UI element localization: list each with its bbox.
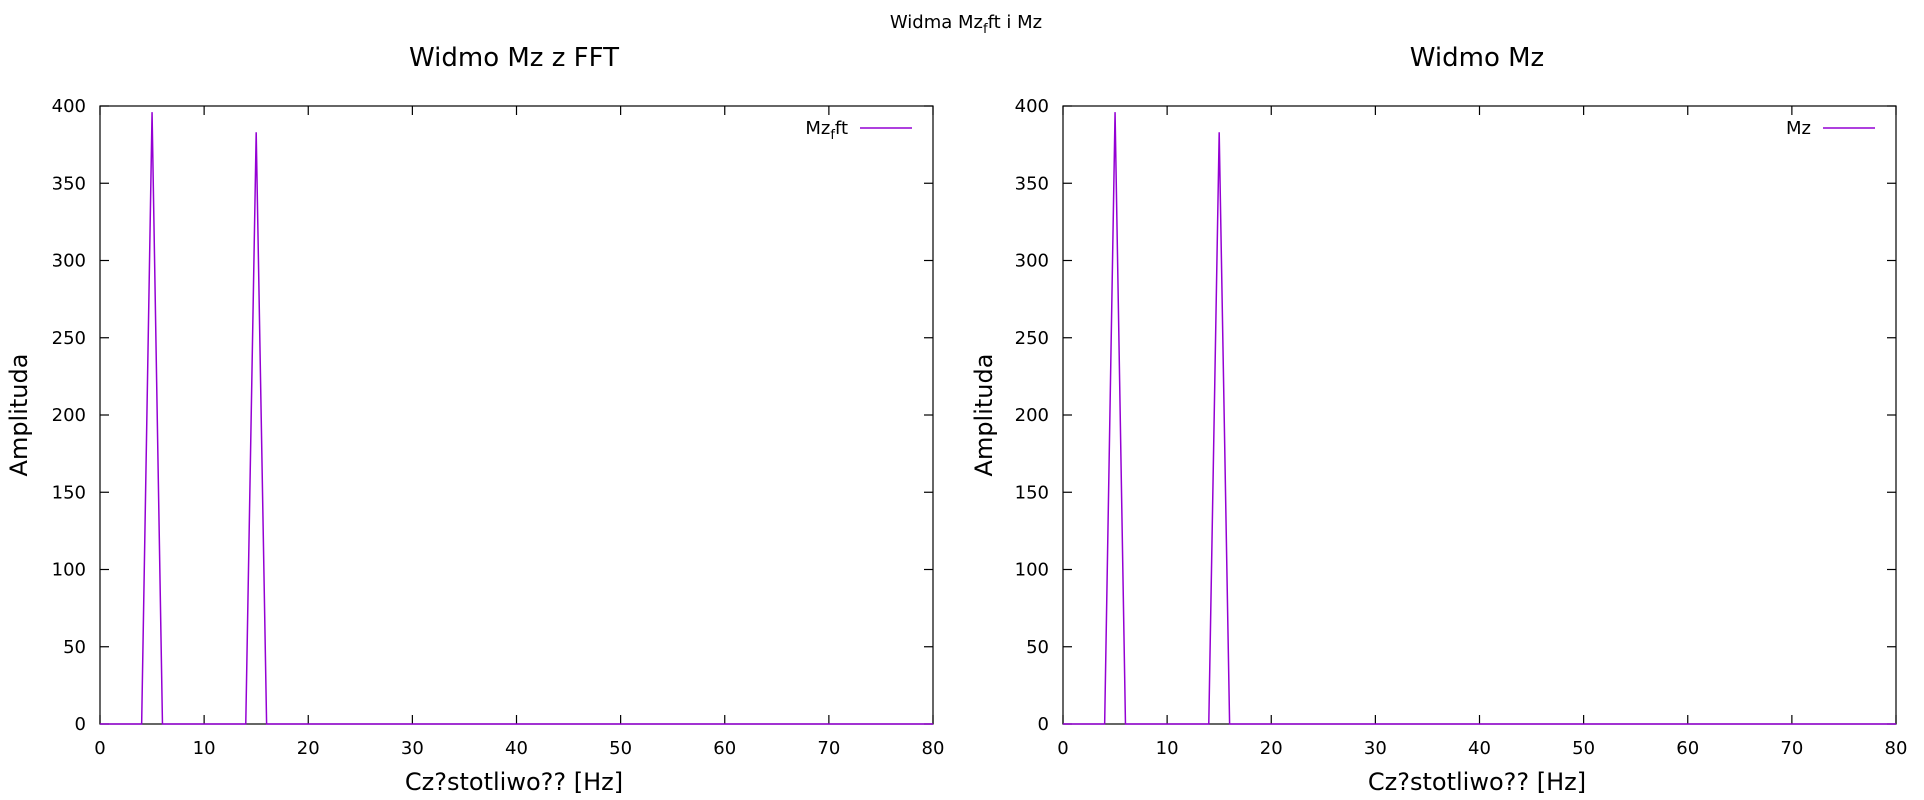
- y-tick-label: 300: [52, 251, 86, 272]
- x-ticks: 0 10 20 30 40 50 60 70 80: [94, 106, 944, 759]
- x-tick-label: 0: [94, 738, 105, 759]
- x-tick-label: 80: [1885, 738, 1908, 759]
- plot-frame: [1062, 105, 1897, 725]
- x-tick-label: 30: [1364, 738, 1387, 759]
- legend-label: Mzfft: [805, 118, 848, 143]
- legend-label-main: Mz: [1786, 118, 1811, 139]
- y-tick-label: 150: [52, 482, 86, 503]
- figure-title-sub: f: [983, 22, 988, 37]
- x-tick-label: 50: [1572, 738, 1595, 759]
- x-tick-label: 70: [1780, 738, 1803, 759]
- series-line: [100, 112, 933, 725]
- y-tick-label: 250: [52, 328, 86, 349]
- plot-frame: [99, 105, 934, 725]
- panel-mz: Widmo Mz 0 10 20 30 40 50 60 70 80 0 50 100 150 200 2…: [970, 43, 1907, 796]
- y-tick-label: 200: [1015, 405, 1049, 426]
- legend: Mzfft: [805, 118, 912, 143]
- y-tick-label: 350: [1015, 173, 1049, 194]
- series-line: [1063, 112, 1896, 725]
- y-tick-label: 350: [52, 173, 86, 194]
- y-tick-label: 0: [1038, 714, 1049, 735]
- panel-title: Widmo Mz: [1410, 43, 1544, 73]
- x-tick-label: 40: [505, 738, 528, 759]
- figure-title-rest: ft i Mz: [988, 12, 1043, 33]
- x-tick-label: 30: [401, 738, 424, 759]
- y-tick-label: 400: [1015, 96, 1049, 117]
- y-tick-label: 300: [1015, 251, 1049, 272]
- y-tick-label: 200: [52, 405, 86, 426]
- x-tick-label: 50: [609, 738, 632, 759]
- y-tick-label: 400: [52, 96, 86, 117]
- figure-title-main: Widma Mz: [890, 12, 983, 33]
- x-ticks: 0 10 20 30 40 50 60 70 80: [1057, 106, 1907, 759]
- x-tick-label: 20: [297, 738, 320, 759]
- y-axis-label: Amplituda: [970, 354, 998, 477]
- y-tick-label: 150: [1015, 482, 1049, 503]
- legend-label-main: Mz: [805, 118, 830, 139]
- y-ticks: 0 50 100 150 200 250 300 350 400: [52, 96, 933, 735]
- legend: Mz: [1786, 118, 1875, 139]
- x-tick-label: 60: [1676, 738, 1699, 759]
- y-tick-label: 250: [1015, 328, 1049, 349]
- legend-label-sub: f: [830, 128, 835, 143]
- x-tick-label: 20: [1260, 738, 1283, 759]
- y-tick-label: 50: [1026, 637, 1049, 658]
- x-tick-label: 70: [817, 738, 840, 759]
- x-tick-label: 60: [713, 738, 736, 759]
- x-axis-label: Cz?stotliwo?? [Hz]: [405, 768, 623, 796]
- x-tick-label: 80: [922, 738, 945, 759]
- y-tick-label: 100: [1015, 560, 1049, 581]
- series-group: [1063, 112, 1896, 725]
- y-axis-label: Amplituda: [5, 354, 33, 477]
- panel-fft: Widmo Mz z FFT 0 10 20 30 40 50 60 70 80 0 50 100 1…: [5, 43, 944, 796]
- y-tick-label: 100: [52, 560, 86, 581]
- x-tick-label: 10: [1156, 738, 1179, 759]
- y-ticks: 0 50 100 150 200 250 300 350 400: [1015, 96, 1896, 735]
- panel-title: Widmo Mz z FFT: [409, 43, 619, 73]
- legend-label: Mz: [1786, 118, 1811, 139]
- x-tick-label: 40: [1468, 738, 1491, 759]
- figure-title: Widma Mzfft i Mz: [890, 12, 1042, 37]
- y-tick-label: 0: [75, 714, 86, 735]
- y-tick-label: 50: [63, 637, 86, 658]
- x-tick-label: 0: [1057, 738, 1068, 759]
- series-group: [100, 112, 933, 725]
- x-tick-label: 10: [193, 738, 216, 759]
- x-axis-label: Cz?stotliwo?? [Hz]: [1368, 768, 1586, 796]
- legend-label-rest: ft: [835, 118, 848, 139]
